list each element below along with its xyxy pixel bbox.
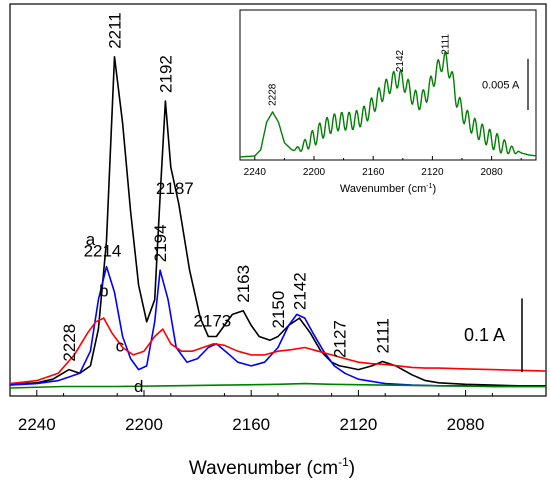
inset-scale-bar-label: 0.005 A xyxy=(482,79,520,91)
inset-peak-label: 2142 xyxy=(395,49,406,72)
series-c-line xyxy=(9,317,547,385)
inset-series-line xyxy=(239,51,537,158)
peak-label: 2163 xyxy=(234,265,253,303)
peak-label: 2214 xyxy=(84,242,122,261)
inset-x-tick-label: 2160 xyxy=(362,167,385,178)
main-series-group xyxy=(9,55,547,389)
series-a-line xyxy=(9,55,546,387)
peak-label: 2111 xyxy=(374,318,393,353)
main-peak-labels: 2211 2192 2187 2194 2214 2228 2163 2150 2142 2173… xyxy=(60,12,393,396)
inset-peak-labels: 2228 2142 2111 xyxy=(268,34,452,106)
inset-x-tick-label: 2080 xyxy=(480,167,503,178)
peak-label: 2192 xyxy=(156,55,175,93)
curve-label-a: a xyxy=(86,230,96,249)
curve-label-b: b xyxy=(99,281,108,300)
main-scale-bar: 0.1 A xyxy=(464,298,523,372)
peak-label: 2194 xyxy=(151,224,170,262)
main-x-tick-label: 2200 xyxy=(125,415,163,434)
inset-x-tick-label: 2200 xyxy=(303,167,326,178)
peak-label: 2173 xyxy=(193,311,231,330)
main-x-axis-label: Wavenumber (cm-1) xyxy=(189,455,355,479)
inset-x-ticks: 2240 2200 2160 2120 2080 xyxy=(244,156,522,178)
main-x-tick-label: 2080 xyxy=(447,415,485,434)
curve-label-d: d xyxy=(134,377,143,396)
series-d-line xyxy=(9,382,546,389)
curve-label-c: c xyxy=(116,337,125,356)
peak-label: 2228 xyxy=(60,324,79,362)
peak-label: 2150 xyxy=(269,291,288,329)
peak-label: 2142 xyxy=(290,272,309,310)
inset-series-group xyxy=(239,51,537,158)
inset-x-tick-label: 2240 xyxy=(244,167,267,178)
inset-x-tick-label: 2120 xyxy=(421,167,444,178)
main-x-tick-label: 2120 xyxy=(339,415,377,434)
inset-scale-bar: 0.005 A xyxy=(482,58,529,110)
peak-label: 2127 xyxy=(331,320,350,358)
main-scale-bar-label: 0.1 A xyxy=(464,325,505,345)
inset-peak-label: 2111 xyxy=(441,34,452,55)
main-x-tick-label: 2160 xyxy=(232,415,270,434)
inset-x-axis-label: Wavenumber (cm-1) xyxy=(340,183,436,195)
main-x-tick-label: 2240 xyxy=(18,415,56,434)
peak-label: 2211 xyxy=(106,12,125,49)
peak-label: 2187 xyxy=(156,179,194,198)
main-x-ticks: 2240 2200 2160 2120 2080 xyxy=(9,390,547,434)
inset-peak-label: 2228 xyxy=(268,83,279,106)
